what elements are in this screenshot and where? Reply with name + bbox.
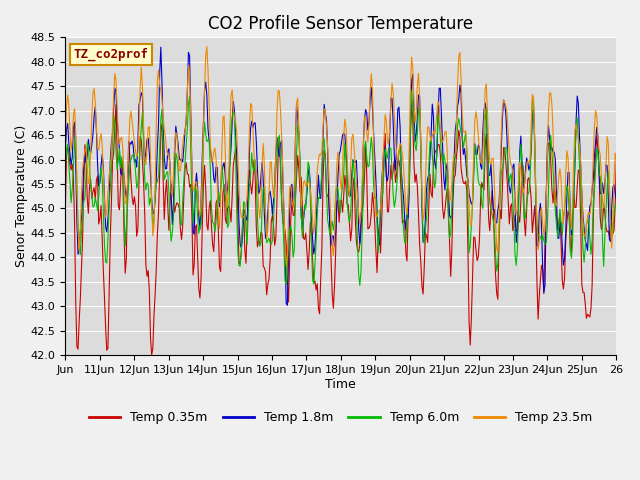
X-axis label: Time: Time — [326, 378, 356, 391]
Title: CO2 Profile Sensor Temperature: CO2 Profile Sensor Temperature — [208, 15, 474, 33]
Legend: Temp 0.35m, Temp 1.8m, Temp 6.0m, Temp 23.5m: Temp 0.35m, Temp 1.8m, Temp 6.0m, Temp 2… — [84, 406, 598, 429]
Text: TZ_co2prof: TZ_co2prof — [74, 48, 148, 61]
Y-axis label: Senor Temperature (C): Senor Temperature (C) — [15, 125, 28, 267]
